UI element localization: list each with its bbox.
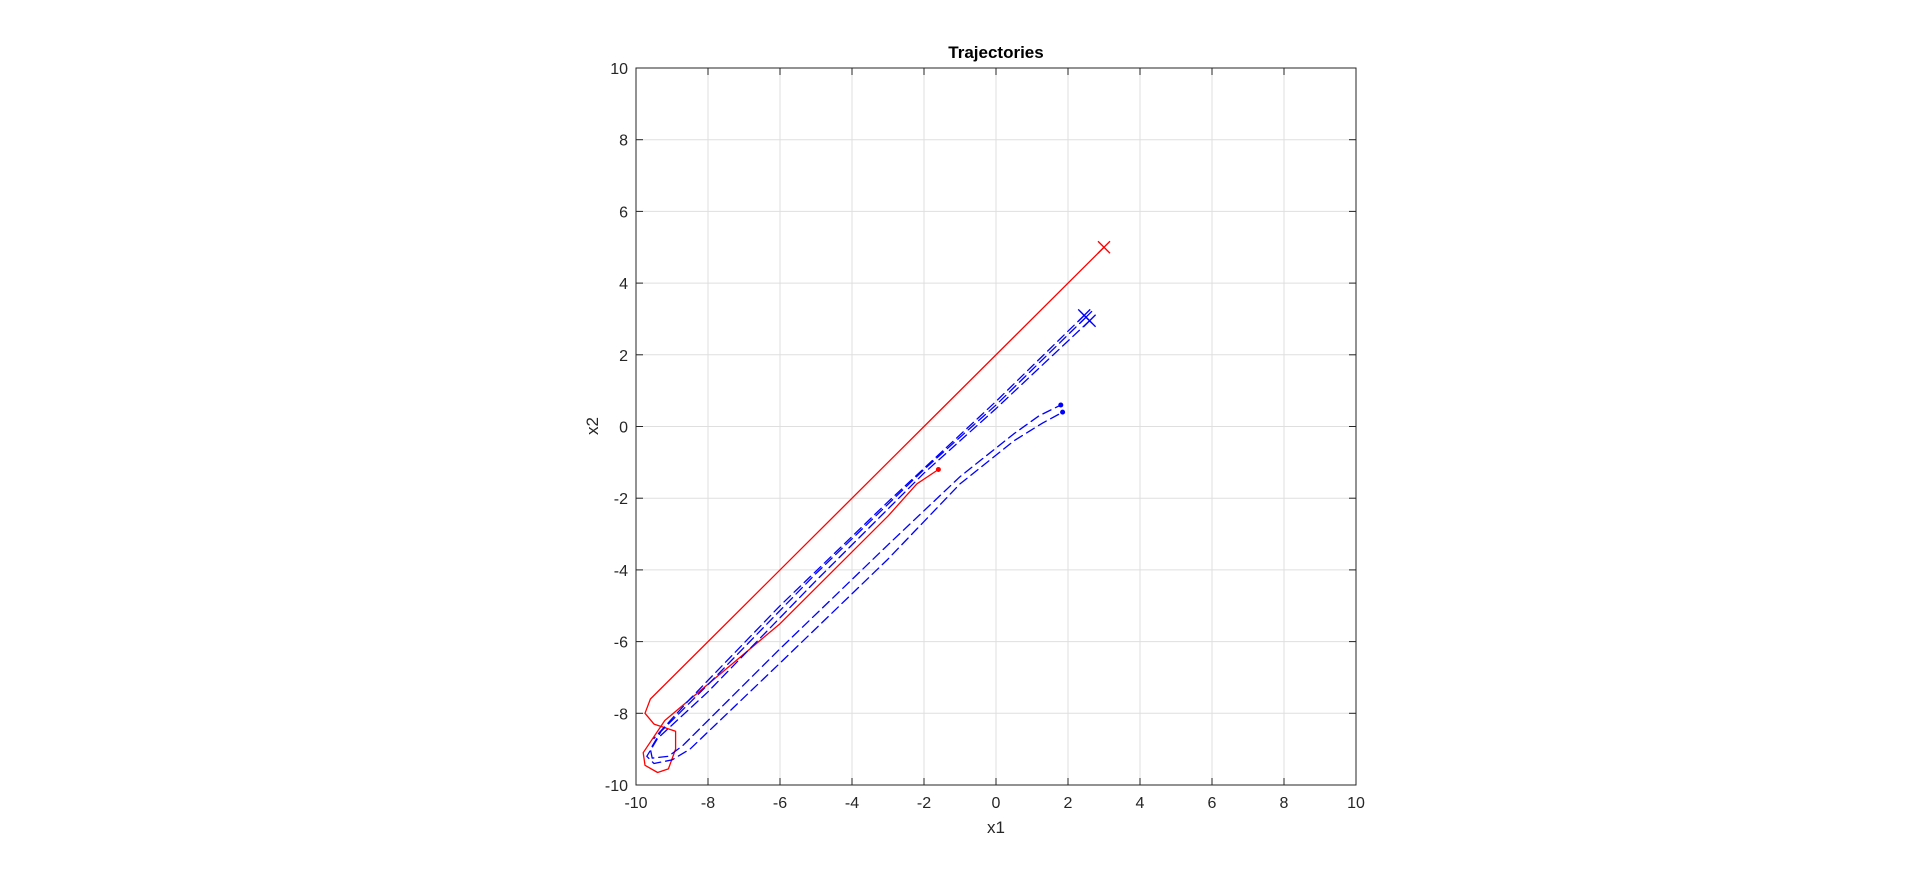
x-tick-label: -2: [917, 795, 931, 812]
x-tick-label: -10: [624, 795, 647, 812]
x-tick-label: 4: [1136, 795, 1145, 812]
y-tick-label: -2: [614, 491, 628, 508]
y-tick-labels: -10 -8 -6 -4 -2 0 2 4 6 8 10: [605, 61, 628, 795]
chart-title: Trajectories: [948, 43, 1043, 62]
y-tick-label: 8: [619, 133, 628, 150]
x-tick-label: 6: [1208, 795, 1217, 812]
x-tick-labels: -10 -8 -6 -4 -2 0 2 4 6 8 10: [624, 795, 1365, 812]
trajectory-2-line: [649, 316, 1087, 759]
trajectory-2-end-marker: [1058, 402, 1064, 408]
y-tick-label: -4: [614, 563, 628, 580]
tick-marks: [635, 67, 1357, 786]
x-axis-label: x1: [987, 818, 1005, 837]
x-tick-label: -6: [773, 795, 787, 812]
x-tick-label: -8: [701, 795, 715, 812]
trajectory-3-line: [646, 320, 1091, 765]
trajectory-4-line: [653, 314, 1085, 740]
x-tick-label: 8: [1280, 795, 1289, 812]
trajectory-4-start-marker: [1077, 308, 1091, 322]
y-axis-label: x2: [583, 417, 602, 435]
y-tick-label: 10: [610, 61, 628, 78]
y-tick-label: -8: [614, 706, 628, 723]
y-tick-label: -10: [605, 778, 628, 795]
x-tick-label: 2: [1064, 795, 1073, 812]
y-tick-label: 2: [619, 348, 628, 365]
trajectory-1-start-marker: [1097, 240, 1111, 254]
y-tick-label: 4: [619, 276, 628, 293]
x-tick-label: 0: [992, 795, 1001, 812]
trajectory-1-end-marker: [935, 467, 941, 473]
x-tick-label: 10: [1347, 795, 1365, 812]
y-tick-label: 6: [619, 204, 628, 221]
series-group: [642, 240, 1111, 774]
y-tick-label: -6: [614, 635, 628, 652]
trajectory-3-end-marker: [1060, 409, 1066, 415]
x-tick-label: -4: [845, 795, 859, 812]
trajectory-1-line: [642, 246, 1105, 774]
y-tick-label: 0: [619, 420, 628, 437]
